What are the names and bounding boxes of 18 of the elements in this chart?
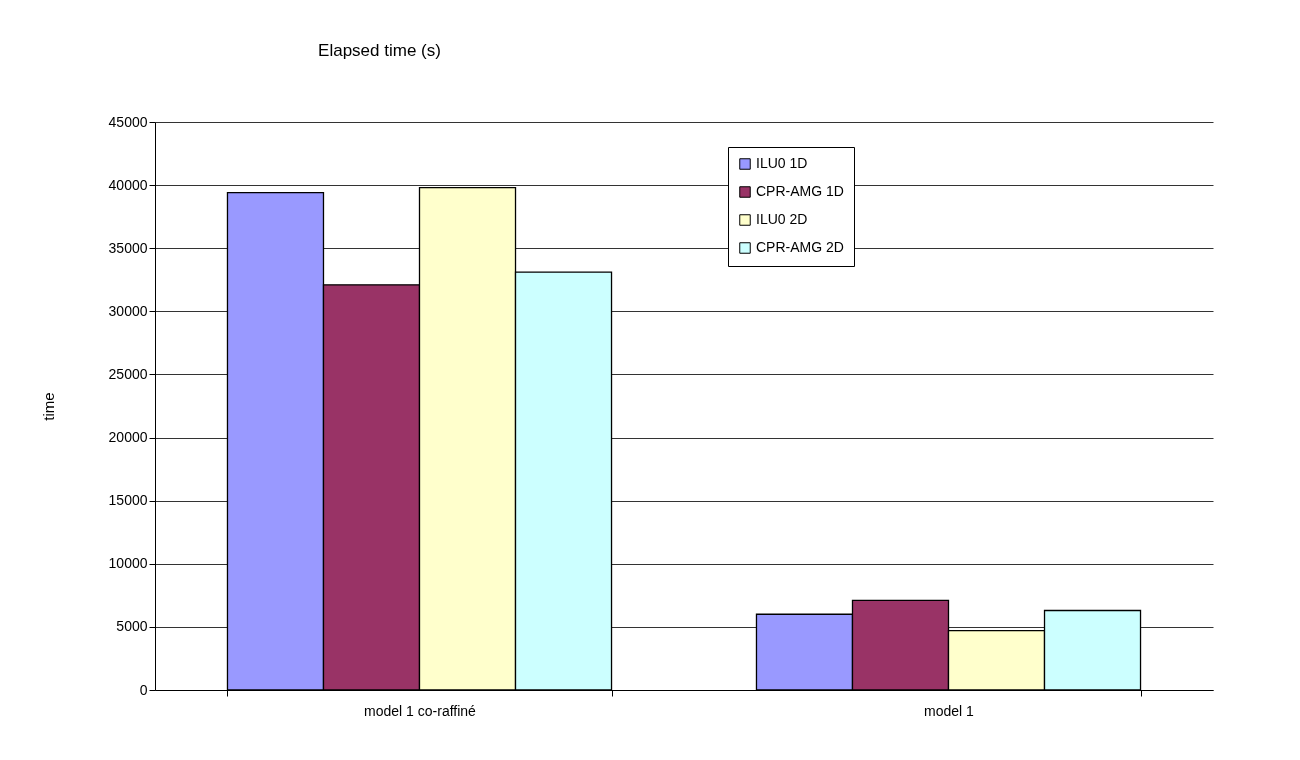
y-tick-label: 45000 (108, 113, 148, 130)
y-tick-label: 5000 (116, 618, 148, 635)
y-tick-label: 15000 (108, 492, 148, 509)
legend-label: CPR-AMG 1D (756, 183, 844, 199)
y-tick-label: 40000 (108, 176, 148, 193)
y-axis-title: time (39, 392, 57, 421)
y-tick-label: 35000 (108, 239, 148, 256)
y-tick-label: 20000 (108, 429, 148, 446)
x-tick-label: model 1 co-raffiné (364, 702, 477, 719)
y-tick-label: 0 (139, 681, 148, 698)
x-tick-label: model 1 (924, 702, 975, 719)
y-tick-label: 10000 (108, 555, 148, 572)
legend-label: CPR-AMG 2D (756, 239, 844, 255)
y-tick-label: 25000 (108, 365, 148, 382)
chart-title: Elapsed time (s) (318, 41, 441, 60)
y-tick-label: 30000 (108, 302, 148, 319)
legend-label: ILU0 2D (756, 211, 808, 227)
legend-label: ILU0 1D (756, 155, 808, 171)
